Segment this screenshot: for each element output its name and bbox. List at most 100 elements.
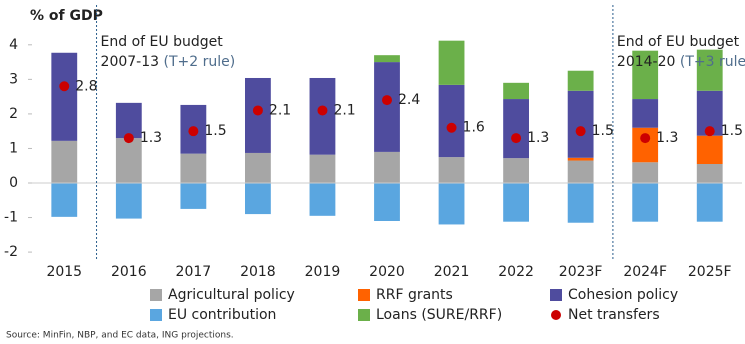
annotation-note: (T+2 rule) <box>163 54 235 70</box>
y-tick-label: 0 <box>9 175 18 191</box>
legend-marker <box>551 310 561 320</box>
x-tick-label: 2025F <box>688 264 732 280</box>
bar-segment <box>115 102 142 139</box>
legend-label: Cohesion policy <box>568 287 678 303</box>
bar-segment <box>503 183 529 222</box>
legend-swatch <box>358 289 370 301</box>
net-transfer-dot <box>575 126 586 137</box>
bar-segment <box>438 84 465 158</box>
y-tick-label: 3 <box>9 71 18 87</box>
bar-segment <box>374 151 400 183</box>
bar-segment <box>374 183 400 221</box>
net-transfer-dot <box>511 133 522 144</box>
y-tick-label: 4 <box>9 37 18 53</box>
bar-segment <box>503 82 529 100</box>
bar-segment <box>438 157 465 183</box>
bar-segment <box>696 135 723 164</box>
x-tick-label: 2024F <box>623 264 667 280</box>
legend-label: EU contribution <box>168 307 276 323</box>
net-transfer-dot <box>123 133 134 144</box>
legend-swatch <box>150 309 162 321</box>
net-transfer-dot <box>446 122 457 133</box>
annotation: End of EU budget <box>617 34 740 50</box>
bar-segment <box>180 153 207 183</box>
bar-segment <box>567 157 594 161</box>
annotation-year: 2014-20 <box>617 54 676 70</box>
bar-segment <box>567 70 594 91</box>
x-tick-label: 2019 <box>305 264 341 280</box>
annotation: 2014-20 (T+3 rule) <box>617 54 745 70</box>
net-transfer-dot <box>704 126 715 137</box>
data-label: 2.4 <box>398 92 420 108</box>
bar-segment <box>438 40 465 85</box>
x-tick-label: 2018 <box>240 264 276 280</box>
y-tick-label: -1 <box>4 210 18 226</box>
bar-segment <box>51 140 78 183</box>
y-tick-label: 2 <box>9 106 18 122</box>
bar-segment <box>696 183 723 222</box>
net-transfer-dot <box>317 105 328 116</box>
legend-swatch <box>550 289 562 301</box>
data-label: 1.5 <box>592 123 614 139</box>
bar-segment <box>115 138 142 183</box>
bar-segment <box>245 183 271 215</box>
data-label: 1.5 <box>721 123 743 139</box>
legend-swatch <box>150 289 162 301</box>
x-tick-label: 2020 <box>369 264 405 280</box>
legend-label: Agricultural policy <box>168 287 295 303</box>
bar-segment <box>245 152 271 183</box>
net-transfer-dot <box>252 105 263 116</box>
bar-segment <box>438 183 465 225</box>
bar-segment <box>567 90 594 158</box>
net-transfer-dot <box>188 126 199 137</box>
data-label: 2.1 <box>269 102 291 118</box>
bar-segment <box>567 183 594 223</box>
legend-label: Net transfers <box>568 307 660 323</box>
bar-segment <box>51 52 78 141</box>
bar-segment <box>696 49 723 91</box>
bar-segment <box>696 164 723 183</box>
x-tick-label: 2022 <box>498 264 534 280</box>
x-tick-label: 2021 <box>434 264 470 280</box>
legend-label: Loans (SURE/RRF) <box>376 307 502 323</box>
source: Source: MinFin, NBP, and EC data, ING pr… <box>6 331 234 341</box>
data-label: 1.5 <box>204 123 226 139</box>
net-transfer-dot <box>59 81 70 92</box>
data-label: 1.3 <box>656 130 678 146</box>
annotation-year: 2007-13 <box>101 54 160 70</box>
bar-segment <box>309 183 336 216</box>
data-label: 2.1 <box>333 102 355 118</box>
bar-segment <box>632 50 659 100</box>
data-label: 1.6 <box>463 120 485 136</box>
bar-segment <box>180 183 207 209</box>
bar-segment <box>632 162 659 183</box>
bar-segment <box>115 183 142 219</box>
x-tick-label: 2023F <box>559 264 603 280</box>
bar-segment <box>374 62 400 152</box>
y-tick-label: -2 <box>4 244 18 260</box>
bar-segment <box>245 77 271 153</box>
data-label: 1.3 <box>527 130 549 146</box>
bar-segment <box>309 77 336 155</box>
y-axis-label: % of GDP <box>30 8 103 24</box>
bar-segment <box>632 127 659 163</box>
x-tick-label: 2017 <box>176 264 212 280</box>
bar-segment <box>309 154 336 183</box>
legend-swatch <box>358 309 370 321</box>
annotation: 2007-13 (T+2 rule) <box>101 54 236 70</box>
x-tick-label: 2015 <box>46 264 82 280</box>
annotation: End of EU budget <box>101 34 224 50</box>
legend-label: RRF grants <box>376 287 453 303</box>
net-transfer-dot <box>640 133 651 144</box>
data-label: 2.8 <box>75 78 97 94</box>
bar-segment <box>503 158 529 183</box>
annotation-note: (T+3 rule) <box>680 54 745 70</box>
bar-segment <box>374 55 400 63</box>
bar-segment <box>503 99 529 159</box>
y-tick-label: 1 <box>9 140 18 156</box>
bar-segment <box>632 99 659 128</box>
bar-segment <box>51 183 78 217</box>
data-label: 1.3 <box>140 130 162 146</box>
x-tick-label: 2016 <box>111 264 147 280</box>
